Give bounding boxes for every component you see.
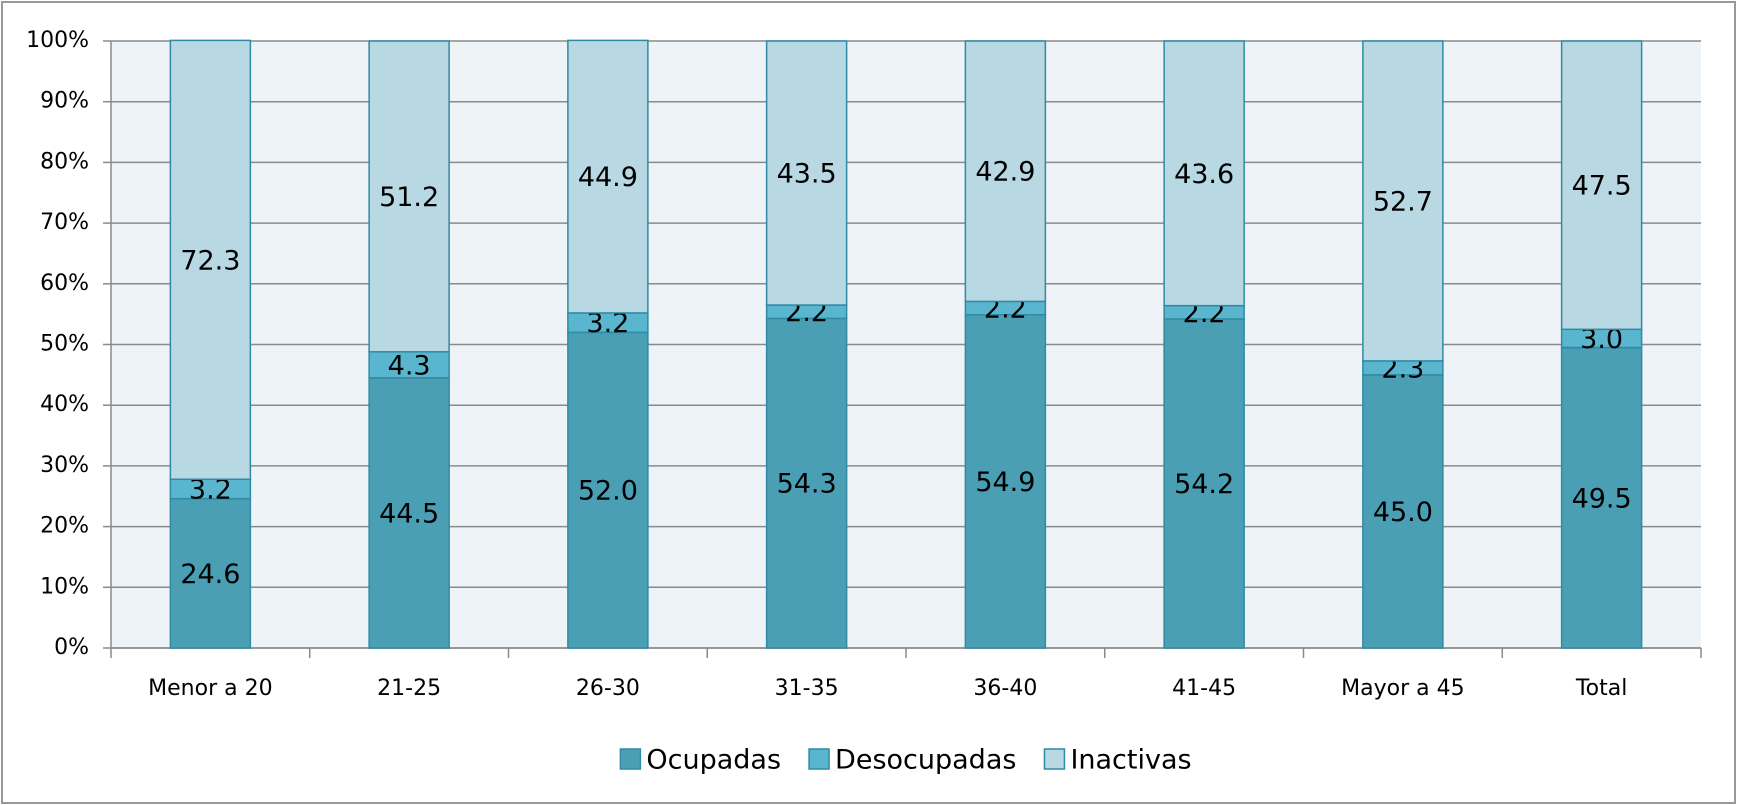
y-tick-label: 40% — [40, 392, 89, 417]
data-label: 44.5 — [379, 498, 439, 529]
x-tick-label: Mayor a 45 — [1341, 676, 1464, 701]
data-label: 52.7 — [1373, 186, 1433, 217]
data-label: 54.3 — [777, 469, 837, 500]
data-label: 54.2 — [1174, 469, 1234, 500]
x-tick-label: 41-45 — [1172, 676, 1236, 701]
data-label: 45.0 — [1373, 497, 1433, 528]
x-tick-label: Menor a 20 — [148, 676, 272, 701]
data-label: 51.2 — [379, 182, 439, 213]
data-label: 47.5 — [1572, 171, 1632, 202]
bar-segment — [169, 497, 252, 649]
x-tick-label: 26-30 — [576, 676, 640, 701]
bar-segment — [1163, 318, 1245, 649]
legend-label: Desocupadas — [835, 745, 1016, 776]
bar-segment — [368, 40, 450, 353]
y-tick-label: 20% — [40, 514, 89, 539]
data-label: 24.6 — [180, 559, 240, 590]
x-tick-label: 31-35 — [775, 676, 839, 701]
x-tick-label: Total — [1575, 676, 1627, 701]
data-label: 42.9 — [975, 157, 1035, 188]
y-tick-label: 30% — [40, 453, 89, 478]
bar-segment — [1560, 40, 1643, 331]
data-label: 49.5 — [1572, 483, 1632, 514]
legend-label: Ocupadas — [646, 745, 781, 776]
legend-swatch — [1043, 748, 1066, 770]
bar-segment — [1560, 346, 1643, 649]
data-label: 43.5 — [777, 159, 837, 190]
bar-segment — [567, 331, 649, 649]
x-tick-label: 36-40 — [973, 676, 1037, 701]
data-label: 54.9 — [975, 467, 1035, 498]
bar-segment — [1362, 40, 1444, 362]
y-tick-label: 90% — [40, 89, 89, 114]
y-tick-label: 80% — [40, 149, 89, 174]
bar-segment — [765, 317, 848, 649]
legend-swatch — [808, 748, 830, 770]
y-tick-label: 50% — [40, 332, 89, 357]
x-tick-label: 21-25 — [377, 676, 441, 701]
bar-segment — [765, 40, 848, 306]
bar-segment — [567, 39, 649, 314]
y-tick-label: 100% — [26, 28, 89, 53]
y-tick-label: 0% — [54, 635, 89, 660]
data-label: 4.3 — [388, 350, 431, 381]
data-label: 52.0 — [578, 476, 638, 507]
bar-segment — [1163, 40, 1245, 307]
bar-segment — [964, 314, 1047, 649]
y-tick-label: 10% — [40, 574, 89, 599]
bar-segment — [1362, 374, 1444, 649]
bar-segment — [964, 40, 1047, 303]
y-tick-label: 60% — [40, 271, 89, 296]
bar-segment — [368, 377, 450, 649]
legend-swatch — [619, 748, 642, 770]
y-tick-label: 70% — [40, 210, 89, 235]
legend-label: Inactivas — [1070, 745, 1191, 776]
bar-segment — [169, 39, 252, 481]
data-label: 43.6 — [1174, 159, 1234, 190]
data-label: 72.3 — [180, 245, 240, 276]
data-label: 44.9 — [578, 162, 638, 193]
